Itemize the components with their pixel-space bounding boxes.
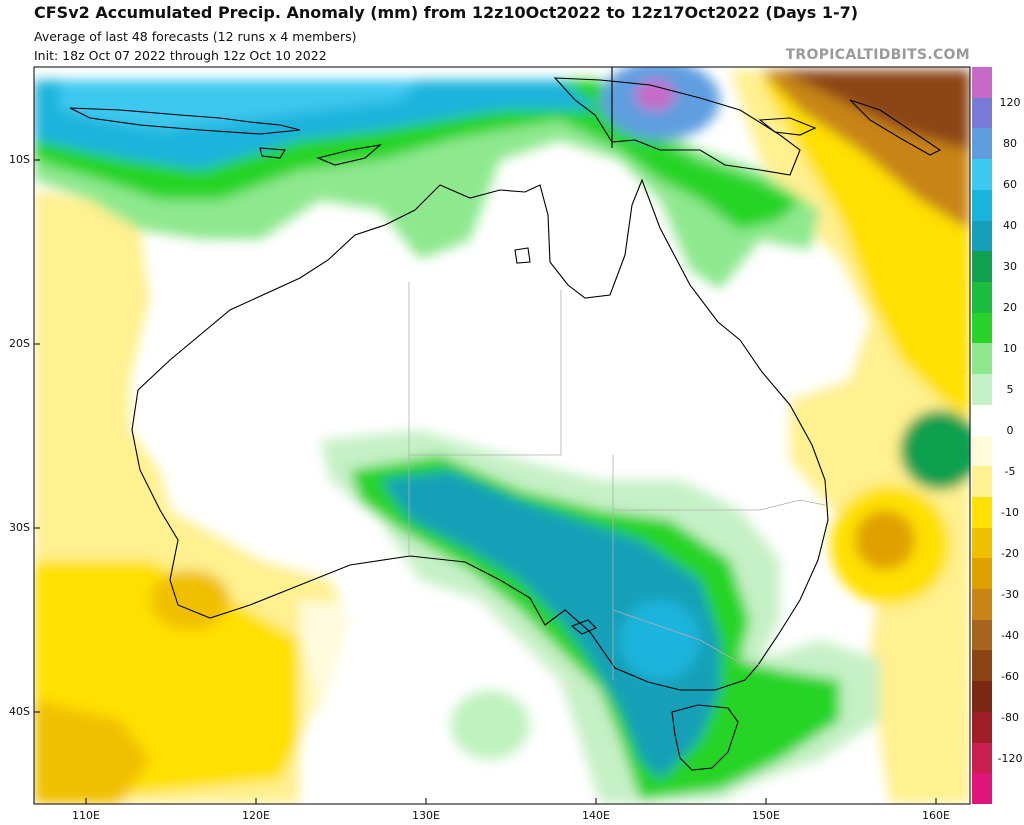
header-subtitle-init: Init: 18z Oct 07 2022 through 12z Oct 10… [34, 48, 327, 63]
site-credit: TROPICALTIDBITS.COM [785, 47, 970, 63]
header-subtitle-forecasts: Average of last 48 forecasts (12 runs x … [34, 29, 357, 44]
colorbar-label: -60 [1001, 670, 1019, 683]
border-nsw-vic [612, 609, 761, 666]
colorbar-segment [972, 97, 992, 129]
colorbar-segment [972, 404, 992, 436]
kangaroo-island-coastline [570, 619, 597, 635]
anomaly-neutral-interior [140, 240, 790, 470]
colorbar-segment [972, 220, 992, 252]
colorbar-label: -10 [1001, 506, 1019, 519]
colorbar-segment [972, 711, 992, 744]
colorbar-segment [972, 589, 992, 621]
solomon-islands-coastline [849, 99, 942, 156]
colorbar-segment [972, 67, 992, 99]
new-britain-coastline [758, 117, 817, 136]
australia-coastline [131, 178, 829, 691]
anomaly-dry-southwest-deep [34, 700, 150, 804]
lat-label-20s: 20S [9, 337, 30, 350]
sunda-islands-coastline [69, 107, 301, 135]
lon-label-140e: 140E [582, 809, 610, 822]
colorbar-segment [972, 159, 992, 191]
state-borders [408, 282, 826, 680]
anomaly-dry-tasman-core [855, 510, 915, 570]
lon-label-120e: 120E [242, 809, 270, 822]
colorbar-segment [972, 558, 992, 590]
border-qld-nsw [613, 499, 826, 511]
colorbar-label: 5 [1006, 383, 1014, 396]
colorbar-segment [972, 773, 992, 805]
graticule-ticks [34, 159, 937, 804]
colorbar-segment [972, 128, 992, 160]
colorbar-segment [972, 496, 992, 529]
sumba-coastline [259, 147, 286, 159]
colorbar-segment [972, 312, 992, 344]
anomaly-wet-pacific-core [635, 80, 675, 110]
colorbar-segment [972, 527, 992, 559]
timor-coastline [316, 144, 382, 166]
lat-label-40s: 40S [9, 705, 30, 718]
colorbar-segment [972, 650, 992, 682]
lon-label-150e: 150E [752, 809, 780, 822]
colorbar-label: -80 [1001, 711, 1019, 724]
map-frame [33, 66, 971, 805]
colorbar-label: 10 [1003, 342, 1017, 355]
colorbar-label: 20 [1003, 301, 1017, 314]
colorbar-label: 60 [1003, 178, 1017, 191]
colorbar-label: 30 [1003, 260, 1017, 273]
lon-label-130e: 130E [412, 809, 440, 822]
colorbar-segment [972, 619, 992, 651]
colorbar-label: 80 [1003, 137, 1017, 150]
colorbar-segment [972, 681, 992, 713]
anomaly-wet-coral-sea [900, 410, 970, 490]
colorbar-label: -40 [1001, 629, 1019, 642]
colorbar-segment [972, 281, 992, 314]
colorbar-segment [972, 343, 992, 375]
new-guinea-coastline [553, 77, 801, 176]
colorbar-label: -120 [997, 752, 1023, 765]
colorbar-label: 120 [999, 96, 1021, 109]
anomaly-wet-north-core [60, 80, 420, 130]
colorbar-label: -30 [1001, 588, 1019, 601]
colorbar-segment [972, 251, 992, 283]
colorbar-label: -5 [1004, 465, 1016, 478]
lat-label-10s: 10S [9, 153, 30, 166]
colorbar-segment [972, 374, 992, 406]
colorbar-label: 40 [1003, 219, 1017, 232]
anomaly-neutral-south [300, 600, 580, 804]
lon-label-110e: 110E [72, 809, 100, 822]
anomaly-wet-victoria-core [620, 600, 700, 680]
lat-label-30s: 30S [9, 521, 30, 534]
colorbar-segment [972, 189, 992, 222]
lon-label-160e: 160E [922, 809, 950, 822]
groote-eylandt-coastline [514, 247, 531, 264]
anomaly-dry-west-core [150, 570, 230, 630]
tasmania-coastline [671, 704, 739, 771]
anomaly-dry-northeast-core [780, 70, 970, 150]
coastlines [69, 77, 942, 771]
anomaly-wet-southeast-band [380, 470, 720, 780]
colorbar-segment [972, 466, 992, 498]
colorbar-segment [972, 742, 992, 774]
header-title: CFSv2 Accumulated Precip. Anomaly (mm) f… [34, 3, 859, 22]
colorbar-label: 0 [1006, 424, 1014, 437]
colorbar-segment [972, 435, 992, 467]
colorbar [972, 67, 992, 805]
colorbar-label: -20 [1001, 547, 1019, 560]
